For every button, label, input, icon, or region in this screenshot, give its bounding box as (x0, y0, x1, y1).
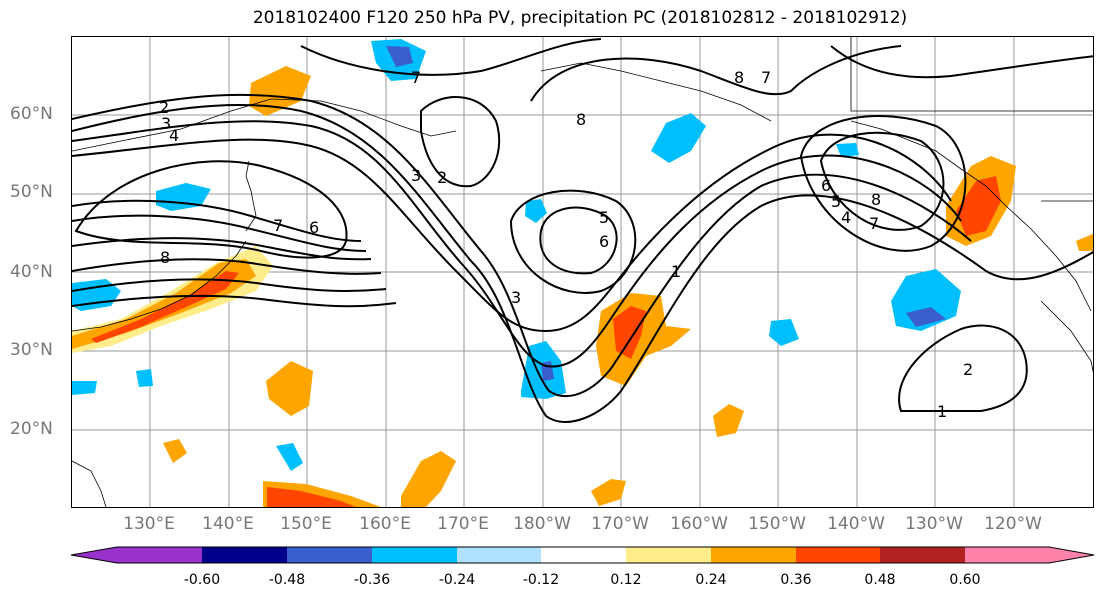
colorbar-label: -0.36 (353, 572, 391, 588)
precip-negative-small-2 (276, 443, 303, 471)
contour-label: 5 (599, 208, 609, 227)
colorbar-bin (287, 547, 372, 563)
contour-label: 6 (599, 232, 609, 251)
contour-label: 3 (411, 166, 421, 185)
lon-label-120w: 120°W (984, 514, 1042, 534)
lat-label-40n: 40°N (10, 262, 53, 282)
contour-label: 1 (937, 402, 947, 421)
precip-negative-north-core (386, 46, 413, 67)
colorbar-label: 0.36 (780, 572, 812, 588)
lon-label-130w: 130°W (905, 514, 963, 534)
precip-negative-small-5 (136, 369, 153, 387)
lon-label-160e: 160°E (359, 514, 411, 534)
contour-label: 7 (869, 214, 879, 233)
contour-label: 8 (871, 190, 881, 209)
contour-label: 6 (309, 218, 319, 237)
precip-positive-east (1076, 233, 1095, 251)
precip-negative-small-4 (836, 143, 859, 157)
colorbar-extend-low (71, 547, 202, 563)
contour-label: 7 (761, 68, 771, 87)
contour-label: 2 (159, 98, 169, 117)
contour-label: 7 (273, 216, 283, 235)
precip-positive-south-4 (591, 479, 626, 506)
lon-label-130e: 130°E (123, 514, 175, 534)
colorbar-bin (541, 547, 626, 563)
contour-label: 3 (161, 114, 171, 133)
lat-label-60n: 60°N (10, 104, 53, 124)
contour-label: 2 (437, 168, 447, 187)
colorbar-label: 0.48 (864, 572, 896, 588)
pv-contours (71, 38, 1096, 423)
lon-label-170w: 170°W (591, 514, 649, 534)
contour-label: 8 (734, 68, 744, 87)
precip-negative-japan (72, 279, 121, 311)
colorbar-label: -0.24 (438, 572, 476, 588)
contour-label: 1 (671, 262, 681, 281)
colorbar-extend-high (965, 547, 1094, 563)
colorbar-bin (372, 547, 457, 563)
contour-label: 6 (821, 176, 831, 195)
lon-label-150w: 150°W (748, 514, 806, 534)
precip-positive-south-5 (713, 404, 744, 437)
colorbar-label: 0.60 (949, 572, 981, 588)
precip-positive-south-1 (266, 361, 313, 416)
coastlines (71, 37, 1096, 508)
colorbar-label: -0.60 (183, 572, 221, 588)
contour-label: 5 (831, 192, 841, 211)
precip-negative-small-1 (769, 319, 799, 346)
map-canvas: 2 3 4 6 7 8 7 8 8 7 3 2 5 6 3 1 6 5 4 8 … (71, 37, 1096, 509)
lon-label-160w: 160°W (670, 514, 728, 534)
lon-label-140w: 140°W (827, 514, 885, 534)
precip-positive-subtropical-core (613, 306, 646, 359)
precip-negative-bering (651, 113, 706, 163)
contour-label: 8 (576, 110, 586, 129)
lon-label-180w: 180°W (513, 514, 571, 534)
colorbar (70, 546, 1095, 568)
lon-label-140e: 140°E (202, 514, 254, 534)
colorbar-label: 0.24 (695, 572, 727, 588)
contour-label: 8 (160, 248, 170, 267)
contour-label: 4 (169, 126, 179, 145)
precip-positive-kamchatka (249, 66, 311, 116)
colorbar-label: 0.12 (610, 572, 642, 588)
colorbar-bin (796, 547, 880, 563)
lat-label-50n: 50°N (10, 182, 53, 202)
colorbar-bin (711, 547, 796, 563)
precip-positive-nw-coast-core (956, 176, 1001, 236)
lat-label-30n: 30°N (10, 340, 53, 360)
contour-labels: 2 3 4 6 7 8 7 8 8 7 3 2 5 6 3 1 6 5 4 8 … (159, 68, 973, 421)
lon-label-150e: 150°E (280, 514, 332, 534)
contour-label: 4 (841, 208, 851, 227)
map-title: 2018102400 F120 250 hPa PV, precipitatio… (252, 8, 908, 28)
map-panel: 2 3 4 6 7 8 7 8 8 7 3 2 5 6 3 1 6 5 4 8 … (71, 36, 1096, 509)
colorbar-bin (457, 547, 541, 563)
precip-positive-south-2-core (267, 487, 356, 507)
precip-positive-south-3 (401, 451, 456, 507)
precipitation-shading (72, 39, 1095, 507)
lon-label-170e: 170°E (437, 514, 489, 534)
contour-label: 3 (511, 288, 521, 307)
lat-label-20n: 20°N (10, 419, 53, 439)
contour-label: 2 (963, 360, 973, 379)
precip-positive-south-6 (163, 439, 187, 463)
precip-negative-central (525, 199, 547, 223)
precip-negative-west (156, 183, 211, 211)
contour-label: 7 (411, 68, 421, 87)
colorbar-bin (202, 547, 287, 563)
precip-negative-small-3 (72, 381, 97, 395)
precip-positive-japan-inner (91, 271, 239, 343)
colorbar-bin (880, 547, 965, 563)
colorbar-label: -0.48 (268, 572, 306, 588)
colorbar-label: -0.12 (522, 572, 560, 588)
colorbar-bin (626, 547, 711, 563)
precip-positive-subtropical (596, 293, 691, 386)
precip-negative-east-core (906, 307, 946, 327)
